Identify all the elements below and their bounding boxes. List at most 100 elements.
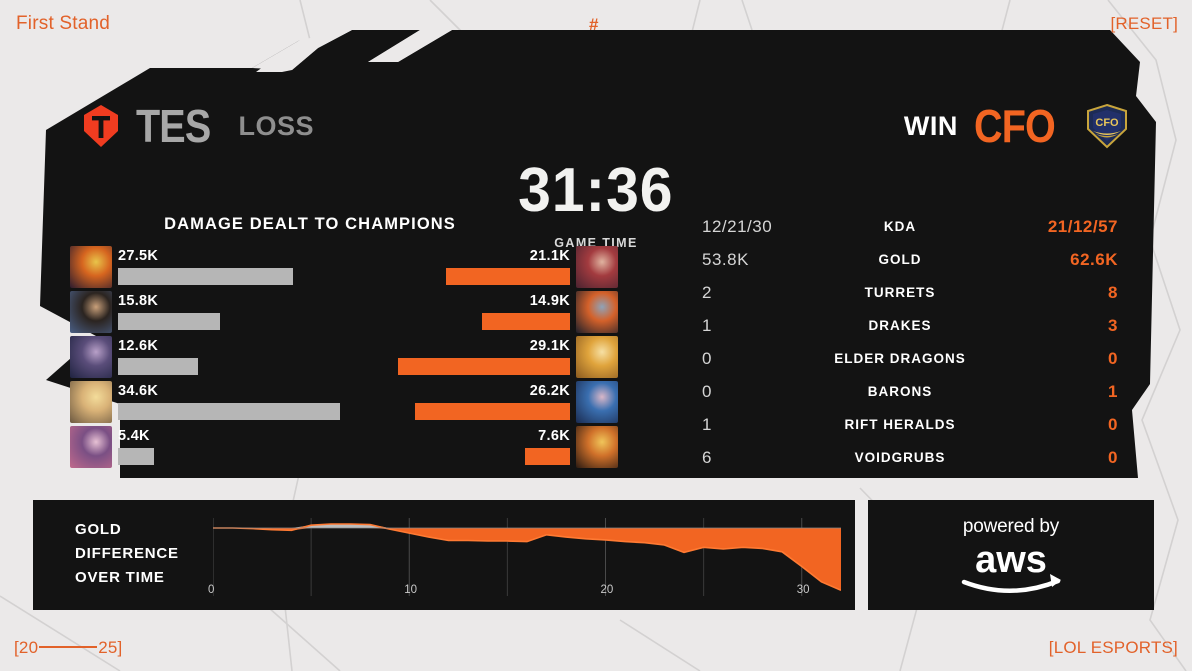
stat-label: TURRETS bbox=[864, 285, 936, 300]
damage-bars-list: 27.5K 21.1K 15.8K 14.9K 12.6K 29.1K 34.6K 26.2K… bbox=[70, 246, 618, 471]
stat-value-left: 1 bbox=[702, 414, 712, 434]
damage-side-left: 12.6K bbox=[70, 336, 344, 381]
page-range-nav[interactable]: [20 25] bbox=[14, 638, 122, 658]
stat-value-right: 3 bbox=[1108, 315, 1118, 335]
gold-difference-chart bbox=[213, 518, 841, 596]
stat-value-left: 2 bbox=[702, 282, 712, 302]
stats-table: 12/21/30 KDA 21/12/57 53.8K GOLD 62.6K 2 TURRET… bbox=[660, 210, 1140, 474]
damage-value-right: 7.6K bbox=[538, 428, 570, 444]
stat-label: BARONS bbox=[867, 384, 933, 399]
team-left: TES LOSS bbox=[82, 78, 314, 174]
damage-row: 15.8K 14.9K bbox=[70, 291, 618, 336]
damage-bar-right bbox=[398, 358, 570, 375]
stat-value-right: 8 bbox=[1108, 282, 1118, 302]
damage-value-left: 27.5K bbox=[118, 248, 159, 264]
chart-line bbox=[213, 523, 841, 592]
stat-value-left: 6 bbox=[702, 447, 712, 467]
cfo-crest-logo-icon: CFO bbox=[1087, 103, 1127, 149]
stat-value-left: 53.8K bbox=[702, 249, 749, 269]
gold-chart-x-axis: 0 10 20 30 bbox=[208, 584, 841, 604]
clock-time: 31:36 bbox=[518, 156, 674, 225]
damage-bar-right bbox=[415, 403, 570, 420]
damage-bar-left bbox=[118, 448, 154, 465]
reset-button[interactable]: [RESET] bbox=[1110, 14, 1178, 33]
svg-text:CFO: CFO bbox=[1095, 117, 1119, 129]
stat-row: 2 TURRETS 8 bbox=[660, 276, 1140, 309]
match-header: TES LOSS WIN CFO CFO 31:36 GAME TIME bbox=[0, 78, 1192, 250]
stat-row: 1 RIFT HERALDS 0 bbox=[660, 408, 1140, 441]
lol-esports-brand: [LOL ESPORTS] bbox=[1048, 638, 1178, 657]
stat-row: 53.8K GOLD 62.6K bbox=[660, 243, 1140, 276]
aws-logo-icon: aws bbox=[961, 540, 1061, 593]
stat-row: 6 VOIDGRUBS 0 bbox=[660, 441, 1140, 474]
team-right-result: WIN bbox=[903, 110, 958, 141]
damage-bar-left bbox=[118, 403, 340, 420]
damage-side-left: 27.5K bbox=[70, 246, 344, 291]
stat-row: 12/21/30 KDA 21/12/57 bbox=[660, 210, 1140, 243]
damage-row: 5.4K 7.6K bbox=[70, 426, 618, 471]
stat-label: RIFT HERALDS bbox=[844, 417, 956, 432]
damage-value-right: 14.9K bbox=[529, 293, 570, 309]
page-range-to: 25] bbox=[98, 638, 123, 657]
damage-bar-right bbox=[446, 268, 570, 285]
damage-value-left: 34.6K bbox=[118, 383, 159, 399]
damage-bar-right bbox=[525, 448, 570, 465]
champion-portrait-right-icon bbox=[576, 336, 618, 378]
stat-row: 0 ELDER DRAGONS 0 bbox=[660, 342, 1140, 375]
stat-value-right: 62.6K bbox=[1070, 249, 1118, 269]
stat-value-right: 0 bbox=[1108, 414, 1118, 434]
stat-value-right: 0 bbox=[1108, 348, 1118, 368]
champion-portrait-right-icon bbox=[576, 246, 618, 288]
damage-value-left: 12.6K bbox=[118, 338, 159, 354]
damage-bar-left bbox=[118, 358, 198, 375]
damage-bar-left bbox=[118, 313, 221, 330]
damage-value-right: 21.1K bbox=[529, 248, 570, 264]
champion-portrait-left-icon bbox=[70, 291, 112, 333]
stat-label: ELDER DRAGONS bbox=[834, 351, 966, 366]
damage-side-right: 14.9K bbox=[344, 291, 618, 336]
stat-value-right: 21/12/57 bbox=[1047, 216, 1118, 236]
team-left-result: LOSS bbox=[238, 110, 314, 141]
chart-area-cfo-lead bbox=[213, 528, 841, 591]
aws-powered-by-label: powered by bbox=[962, 516, 1060, 537]
damage-bar-left bbox=[118, 268, 294, 285]
stat-label: VOIDGRUBS bbox=[854, 450, 946, 465]
chart-x-tick-label: 0 bbox=[208, 584, 215, 596]
aws-sponsor-panel: powered by aws bbox=[868, 500, 1154, 610]
champion-portrait-left-icon bbox=[70, 426, 112, 468]
champion-portrait-left-icon bbox=[70, 246, 112, 288]
team-left-tricode: TES bbox=[136, 100, 211, 152]
svg-text:aws: aws bbox=[975, 540, 1047, 581]
stat-label: DRAKES bbox=[868, 318, 932, 333]
damage-value-right: 29.1K bbox=[529, 338, 570, 354]
damage-side-left: 5.4K bbox=[70, 426, 344, 471]
damage-value-left: 5.4K bbox=[118, 428, 150, 444]
chart-x-tick-label: 30 bbox=[796, 584, 810, 596]
page-range-dash bbox=[39, 645, 98, 648]
stat-value-right: 1 bbox=[1108, 381, 1118, 401]
damage-bar-right bbox=[482, 313, 570, 330]
page-range-from: [20 bbox=[14, 638, 39, 657]
damage-side-right: 29.1K bbox=[344, 336, 618, 381]
champion-portrait-right-icon bbox=[576, 381, 618, 423]
game-clock: 31:36 GAME TIME bbox=[0, 156, 1192, 251]
gold-difference-panel: GOLD DIFFERENCE OVER TIME 0 10 20 30 bbox=[33, 500, 855, 610]
hash-label: # bbox=[589, 15, 599, 34]
stat-row: 0 BARONS 1 bbox=[660, 375, 1140, 408]
damage-row: 27.5K 21.1K bbox=[70, 246, 618, 291]
damage-side-right: 21.1K bbox=[344, 246, 618, 291]
champion-portrait-right-icon bbox=[576, 426, 618, 468]
team-right-tricode: CFO bbox=[973, 100, 1056, 152]
stat-value-left: 0 bbox=[702, 381, 712, 401]
damage-side-left: 34.6K bbox=[70, 381, 344, 426]
stat-row: 1 DRAKES 3 bbox=[660, 309, 1140, 342]
damage-row: 34.6K 26.2K bbox=[70, 381, 618, 426]
gold-panel-title: GOLD DIFFERENCE OVER TIME bbox=[75, 518, 179, 590]
chart-x-tick-label: 20 bbox=[600, 584, 614, 596]
chart-x-tick-label: 10 bbox=[404, 584, 418, 596]
stat-value-left: 1 bbox=[702, 315, 712, 335]
stat-value-left: 12/21/30 bbox=[702, 216, 773, 236]
team-right: WIN CFO CFO bbox=[904, 78, 1130, 174]
champion-portrait-left-icon bbox=[70, 381, 112, 423]
